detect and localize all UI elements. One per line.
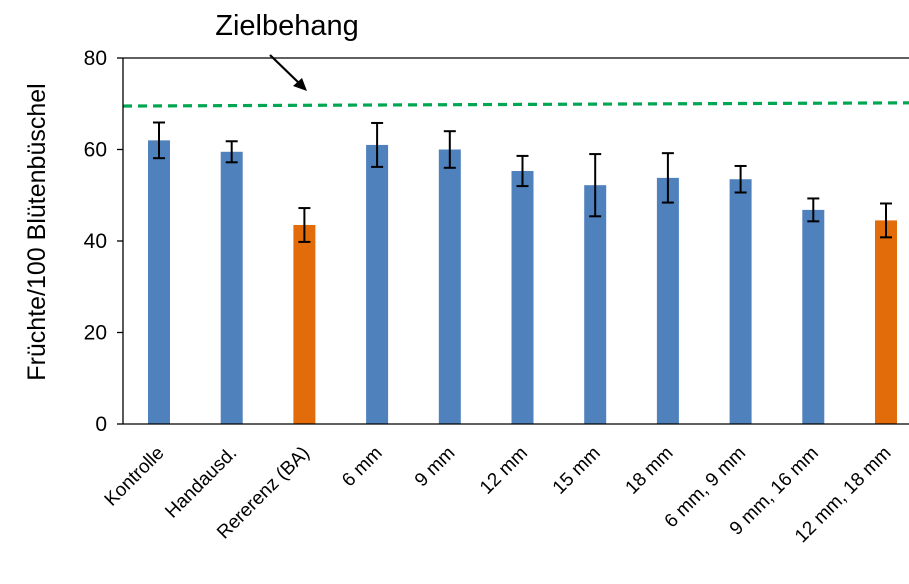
x-category-label: 6 mm (338, 443, 386, 491)
x-category-label: Handausd. (161, 443, 241, 523)
x-category-label: Kontrolle (101, 443, 169, 511)
y-tick-label: 20 (84, 322, 107, 345)
bar (584, 185, 607, 424)
bar (148, 140, 170, 424)
target-annotation-label: Zielbehang (215, 10, 359, 42)
x-category-label: 18 mm (622, 443, 678, 499)
bar (293, 224, 316, 424)
y-tick-label: 60 (84, 139, 107, 162)
y-tick-label: 80 (84, 47, 107, 70)
bar (366, 144, 389, 425)
y-tick-label: 0 (95, 413, 107, 436)
y-axis-title: Früchte/100 Blütenbüschel (23, 83, 51, 380)
bar (802, 209, 825, 424)
target-level-line (122, 101, 909, 108)
bar (511, 171, 534, 424)
arrow-shaft (269, 54, 301, 85)
bar (656, 177, 679, 424)
bar (220, 151, 243, 424)
y-tick-label: 40 (84, 230, 107, 253)
y-tick-labels: 0 20 40 60 80 (84, 47, 123, 436)
error-bars-layer (153, 121, 892, 243)
bar (438, 149, 461, 424)
x-category-label: 12 mm (476, 443, 532, 499)
arrow-head-icon (293, 78, 307, 91)
bar (875, 220, 897, 424)
target-annotation-arrow (269, 54, 307, 91)
x-category-label: 15 mm (549, 443, 605, 499)
bar (729, 179, 752, 424)
bars-layer (148, 140, 897, 425)
x-category-label: 9 mm (411, 443, 459, 491)
